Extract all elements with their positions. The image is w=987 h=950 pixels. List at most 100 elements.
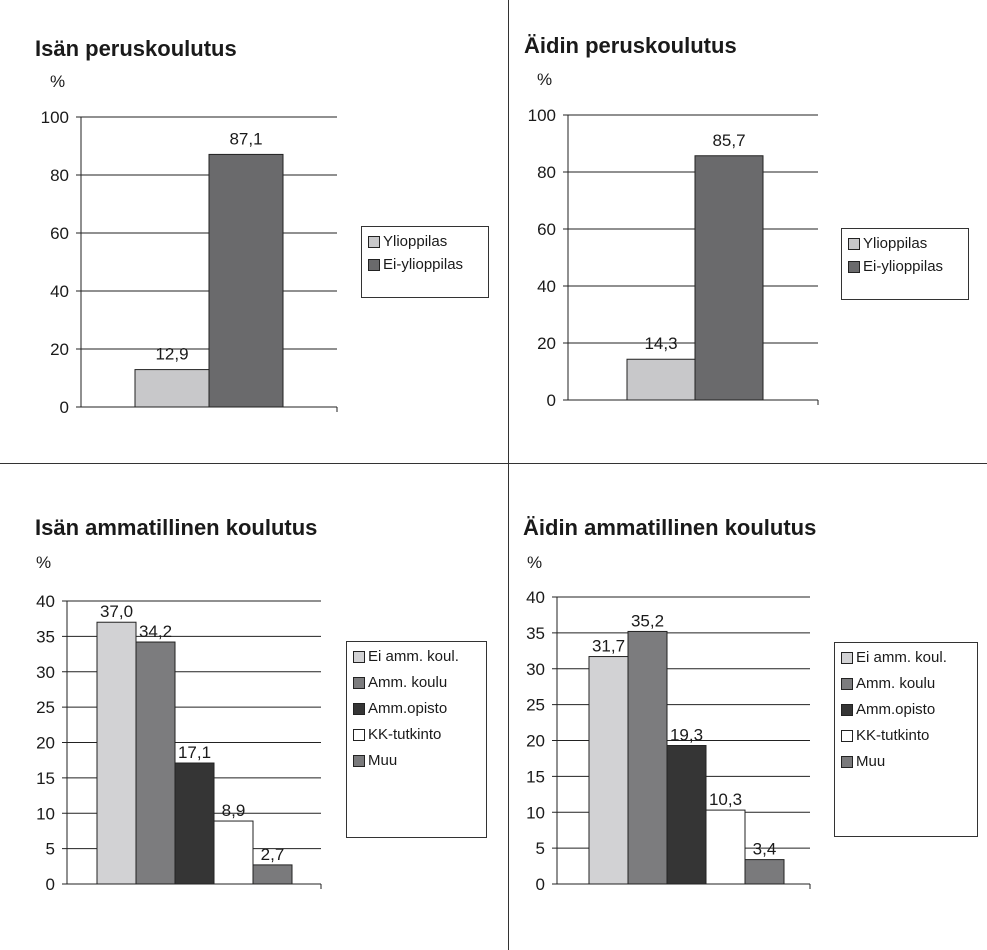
legend-isan-ammatillinen-koulutus: Ei amm. koul. Amm. koulu Amm.opisto KK-tutk… xyxy=(346,641,487,838)
bar xyxy=(588,656,629,885)
legend-swatch xyxy=(841,677,853,690)
bar xyxy=(705,809,746,885)
data-label: 19,3 xyxy=(670,726,703,745)
legend-swatch xyxy=(848,237,860,250)
y-tick-label: 60 xyxy=(50,224,69,243)
data-label: 3,4 xyxy=(753,840,777,859)
y-tick-label: 40 xyxy=(36,592,55,611)
legend-swatch xyxy=(841,755,853,768)
bar xyxy=(208,153,284,408)
data-label: 14,3 xyxy=(644,334,677,353)
legend-swatch xyxy=(353,702,365,715)
data-label: 85,7 xyxy=(712,131,745,150)
legend-label: KK-tutkinto xyxy=(368,726,442,743)
data-label: 2,7 xyxy=(261,845,285,864)
legend-item: KK-tutkinto xyxy=(841,727,973,744)
y-tick-label: 0 xyxy=(60,398,69,417)
legend-item: Amm. koulu xyxy=(841,675,973,692)
bar xyxy=(134,369,210,408)
legend-aidin-peruskoulutus: Ylioppilas Ei-ylioppilas xyxy=(841,228,969,300)
legend-label: Amm.opisto xyxy=(856,701,936,718)
legend-item: Amm.opisto xyxy=(841,701,973,718)
legend-item: Muu xyxy=(353,752,482,769)
chart-title: Äidin ammatillinen koulutus xyxy=(523,515,817,540)
legend-label: Ylioppilas xyxy=(383,233,448,250)
bar xyxy=(666,745,707,885)
legend-item: KK-tutkinto xyxy=(353,726,482,743)
legend-swatch xyxy=(353,650,365,663)
y-tick-label: 20 xyxy=(50,340,69,359)
legend-swatch xyxy=(841,703,853,716)
y-tick-label: 40 xyxy=(537,277,556,296)
data-label: 17,1 xyxy=(178,743,211,762)
y-tick-label: 10 xyxy=(36,804,55,823)
data-label: 35,2 xyxy=(631,611,664,630)
legend-label: Ei amm. koul. xyxy=(856,649,947,666)
legend-swatch xyxy=(841,729,853,742)
legend-isan-peruskoulutus: Ylioppilas Ei-ylioppilas xyxy=(361,226,489,298)
legend-swatch xyxy=(848,260,860,273)
legend-aidin-ammatillinen-koulutus: Ei amm. koul. Amm. koulu Amm.opisto KK-tutk… xyxy=(834,642,978,837)
chart-title: Äidin peruskoulutus xyxy=(524,33,737,58)
data-label: 34,2 xyxy=(139,622,172,641)
y-tick-label: 20 xyxy=(537,334,556,353)
legend-item: Amm.opisto xyxy=(353,700,482,717)
y-tick-label: 30 xyxy=(526,660,545,679)
bar-chart-isan-ammatillinen-koulutus: 0 5 10 15 20 25 30 35 40 37,0 34,2 17,1 8,9 2,7 xyxy=(36,592,322,894)
legend-item: Ei amm. koul. xyxy=(353,648,482,665)
legend-item: Ylioppilas xyxy=(368,233,484,250)
y-tick-label: 40 xyxy=(50,282,69,301)
y-tick-label: 25 xyxy=(36,698,55,717)
y-tick-label: 0 xyxy=(547,391,556,410)
legend-label: Ei-ylioppilas xyxy=(863,258,944,275)
legend-item: Ei amm. koul. xyxy=(841,649,973,666)
y-tick-label: 20 xyxy=(526,732,545,751)
y-tick-label: 60 xyxy=(537,220,556,239)
chart-title: Isän ammatillinen koulutus xyxy=(35,515,318,540)
y-tick-label: 15 xyxy=(526,767,545,786)
data-label: 87,1 xyxy=(229,129,262,148)
legend-swatch xyxy=(841,651,853,664)
y-tick-label: 0 xyxy=(536,875,545,894)
y-tick-label: 35 xyxy=(36,627,55,646)
y-tick-label: 15 xyxy=(36,769,55,788)
legend-label: Ei-ylioppilas xyxy=(383,256,464,273)
chart-title: Isän peruskoulutus xyxy=(35,36,237,61)
legend-swatch xyxy=(368,258,380,271)
y-tick-label: 100 xyxy=(41,108,69,127)
data-label: 31,7 xyxy=(592,637,625,656)
legend-swatch xyxy=(353,754,365,767)
y-tick-label: 5 xyxy=(46,840,55,859)
bar xyxy=(694,155,764,401)
legend-label: Ei amm. koul. xyxy=(368,648,459,665)
bar xyxy=(744,859,785,885)
y-tick-label: 25 xyxy=(526,696,545,715)
y-tick-label: 100 xyxy=(528,106,556,125)
legend-item: Ylioppilas xyxy=(848,235,964,252)
y-axis-unit-label: % xyxy=(537,70,553,89)
y-tick-label: 80 xyxy=(537,163,556,182)
y-axis-unit-label: % xyxy=(527,553,543,572)
y-axis-unit-label: % xyxy=(36,553,52,572)
legend-swatch xyxy=(368,235,380,248)
data-label: 10,3 xyxy=(709,790,742,809)
data-label: 8,9 xyxy=(222,801,246,820)
legend-item: Ei-ylioppilas xyxy=(848,258,964,275)
bar xyxy=(626,358,696,401)
y-tick-label: 0 xyxy=(46,875,55,894)
bar-chart-isan-peruskoulutus: 0 20 40 60 80 100 12,9 87,1 xyxy=(41,108,338,417)
legend-label: Amm. koulu xyxy=(856,675,936,692)
bar-chart-aidin-peruskoulutus: 0 20 40 60 80 100 14,3 85,7 xyxy=(528,106,819,410)
legend-swatch xyxy=(353,728,365,741)
legend-label: KK-tutkinto xyxy=(856,727,930,744)
legend-label: Muu xyxy=(368,752,398,769)
bar xyxy=(174,762,215,885)
bar xyxy=(213,820,254,885)
y-tick-label: 40 xyxy=(526,588,545,607)
legend-swatch xyxy=(353,676,365,689)
legend-label: Amm. koulu xyxy=(368,674,448,691)
legend-label: Muu xyxy=(856,753,886,770)
bar xyxy=(627,630,668,885)
y-tick-label: 35 xyxy=(526,624,545,643)
